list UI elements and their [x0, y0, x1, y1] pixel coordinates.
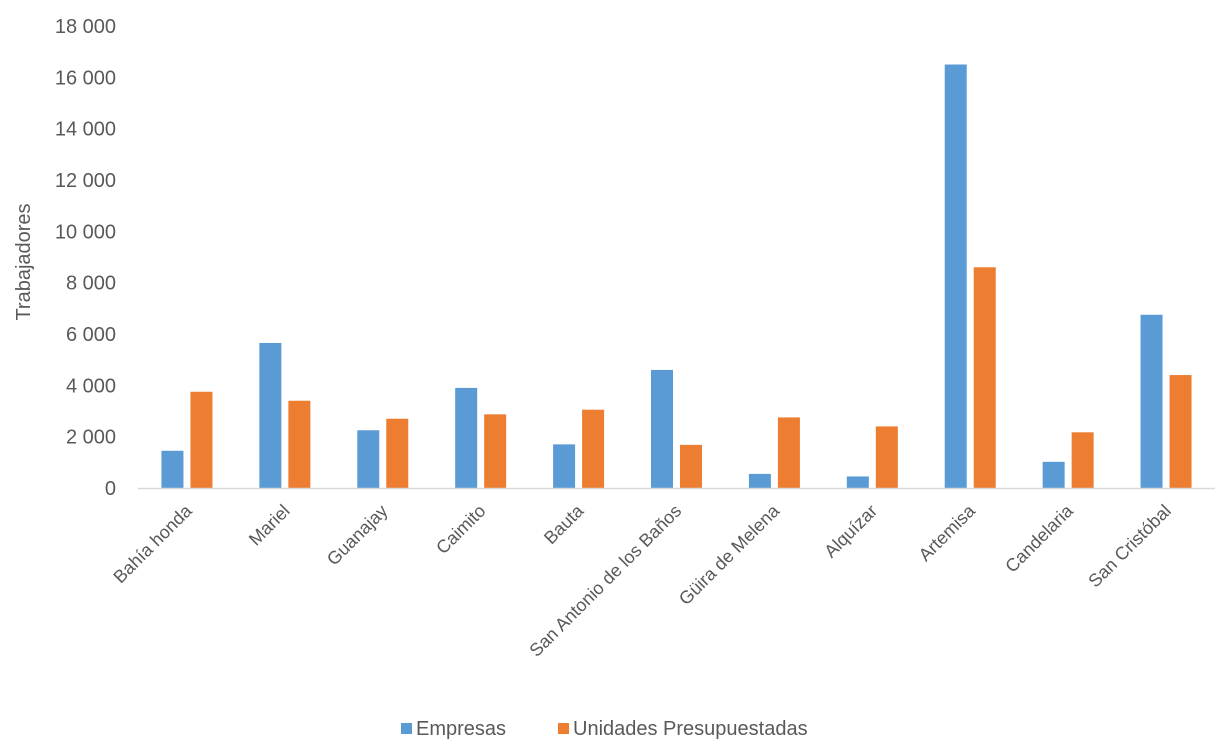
bar-unidades-presupuestadas — [484, 414, 507, 488]
y-tick-label: 4 000 — [66, 375, 116, 397]
bar-unidades-presupuestadas — [288, 400, 311, 488]
bar-unidades-presupuestadas — [582, 409, 605, 488]
legend-swatch — [401, 723, 412, 734]
x-tick-label: Bauta — [540, 500, 588, 548]
bar-empresas — [748, 473, 771, 488]
x-tick-label: Alquízar — [820, 501, 881, 562]
legend-label: Unidades Presupuestadas — [573, 718, 808, 740]
legend: Empresas Unidades Presupuestadas — [401, 718, 808, 740]
x-tick-label: San Cristóbal — [1084, 501, 1175, 592]
x-tick-label: Bahía honda — [109, 500, 196, 587]
bar-unidades-presupuestadas — [777, 417, 800, 488]
y-tick-label: 18 000 — [55, 16, 116, 38]
bar-unidades-presupuestadas — [680, 444, 702, 488]
bar-empresas — [651, 369, 673, 488]
bar-empresas — [161, 450, 184, 488]
bar-empresas — [553, 444, 576, 488]
x-tick-label: Candelaria — [1001, 500, 1077, 576]
x-tick-label: Artemisa — [915, 500, 980, 565]
bar-unidades-presupuestadas — [190, 391, 213, 488]
legend-item-unidades-presupuestadas: Unidades Presupuestadas — [558, 718, 808, 740]
y-tick-label: 6 000 — [66, 324, 116, 346]
x-tick-label: Guanajay — [323, 501, 392, 570]
y-axis-title: Trabajadores — [13, 203, 35, 320]
y-tick-label: 0 — [105, 478, 116, 500]
x-axis-labels: Bahía honda Mariel Guanajay Caimito Bauta San… — [109, 500, 1174, 661]
bar-empresas — [1140, 314, 1163, 488]
bar-empresas — [455, 387, 478, 488]
y-tick-label: 2 000 — [66, 427, 116, 449]
bar-unidades-presupuestadas — [875, 426, 898, 488]
x-tick-label: Güira de Melena — [675, 500, 784, 609]
y-tick-label: 10 000 — [55, 221, 116, 243]
bar-empresas — [846, 476, 869, 488]
bar-unidades-presupuestadas — [1169, 375, 1192, 488]
bars-group — [161, 64, 1192, 488]
bar-empresas — [259, 342, 282, 488]
bar-unidades-presupuestadas — [973, 267, 996, 488]
y-tick-label: 8 000 — [66, 273, 116, 295]
x-tick-label: Mariel — [245, 501, 294, 550]
y-tick-label: 14 000 — [55, 119, 116, 141]
y-tick-label: 16 000 — [55, 67, 116, 89]
legend-label: Empresas — [416, 718, 506, 740]
bar-unidades-presupuestadas — [1071, 432, 1094, 488]
legend-swatch — [558, 723, 569, 734]
bar-empresas — [357, 430, 380, 488]
x-tick-label: Caimito — [432, 501, 489, 558]
bar-empresas — [944, 64, 967, 488]
y-axis: 0 2 000 4 000 6 000 8 000 10 000 12 000 14 000 1… — [55, 16, 116, 500]
y-tick-label: 12 000 — [55, 170, 116, 192]
bar-empresas — [1042, 461, 1065, 488]
bar-unidades-presupuestadas — [386, 418, 409, 488]
legend-item-empresas: Empresas — [401, 718, 506, 740]
